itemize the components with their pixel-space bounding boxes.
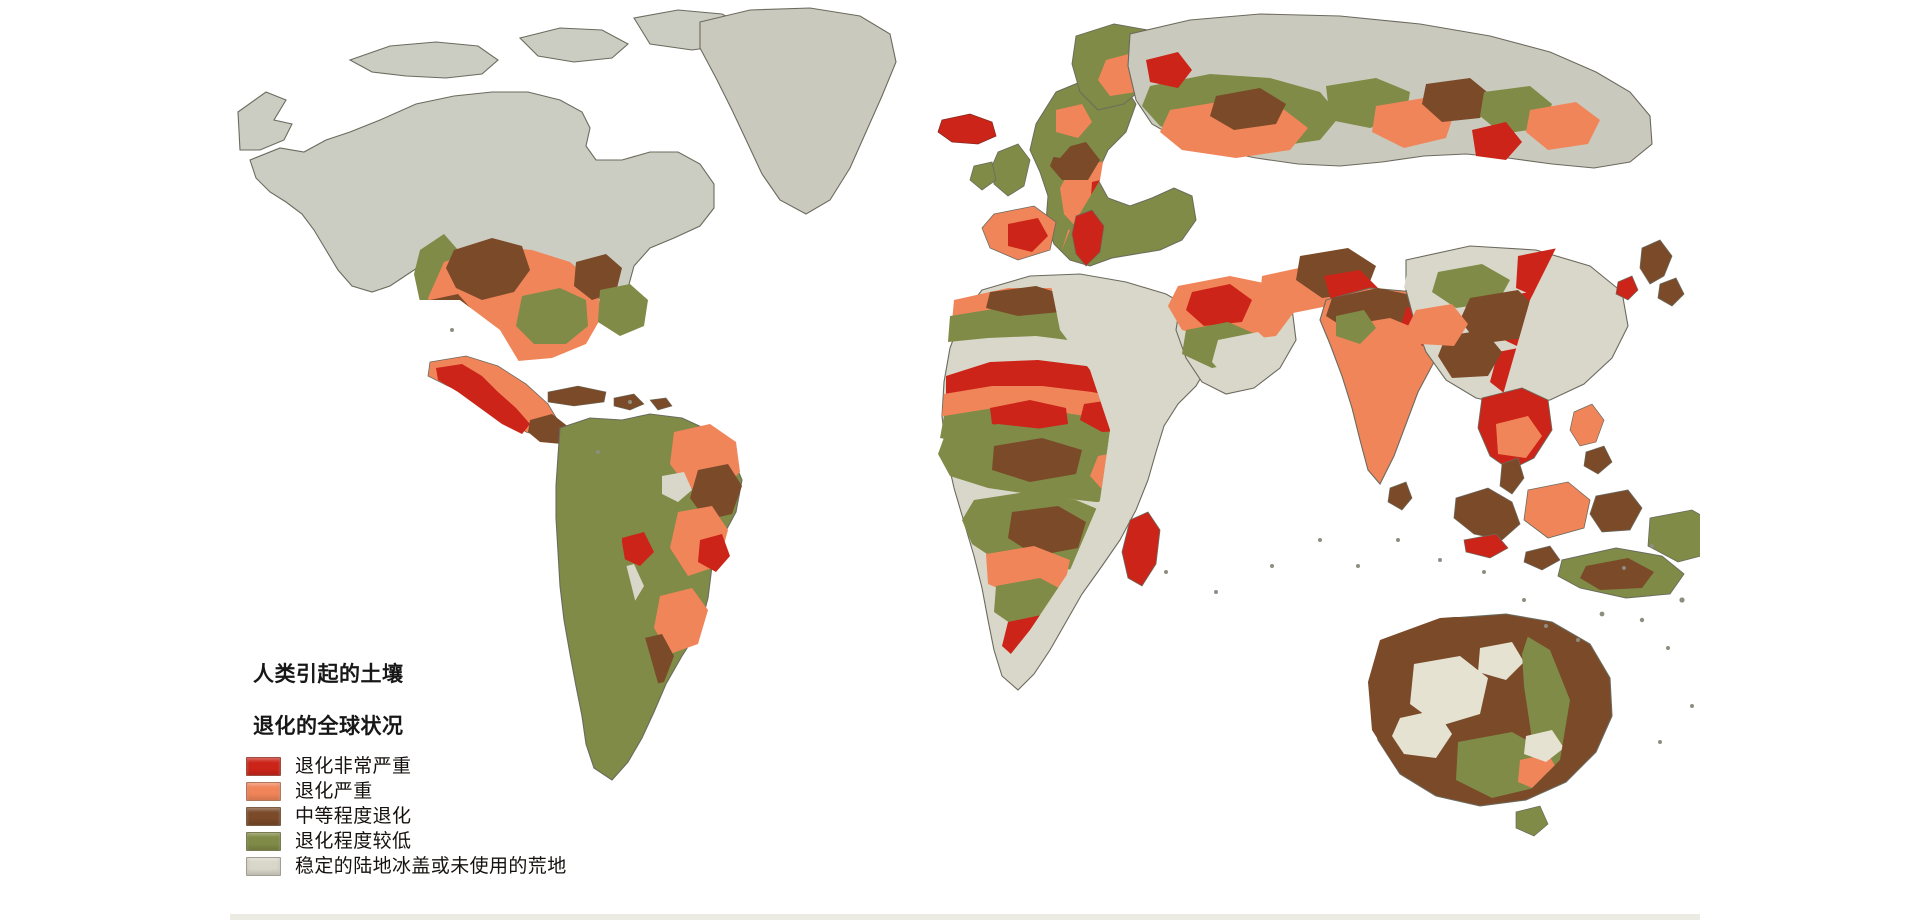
legend-item-moderate-degradation[interactable]: 中等程度退化 xyxy=(196,804,616,829)
legend-swatch-severe-degradation xyxy=(246,782,281,801)
legend-label-moderate-degradation: 中等程度退化 xyxy=(295,805,412,827)
legend-swatch-very-severe-degradation xyxy=(246,757,281,776)
legend-label-low-degradation: 退化程度较低 xyxy=(295,830,412,852)
region-south-america xyxy=(555,413,743,781)
region-east-asia xyxy=(1404,239,1685,495)
legend-title-line-1: 人类引起的土壤 xyxy=(253,663,404,686)
legend-item-very-severe-degradation[interactable]: 退化非常严重 xyxy=(196,754,616,779)
legend-label-severe-degradation: 退化严重 xyxy=(295,780,373,802)
landmass-north-america xyxy=(237,9,751,301)
legend-swatch-moderate-degradation xyxy=(246,807,281,826)
region-russia-siberia xyxy=(1127,13,1653,169)
landmass-greenland xyxy=(699,7,897,215)
legend-swatch-low-degradation xyxy=(246,832,281,851)
region-africa xyxy=(938,273,1211,691)
legend-swatch-stable-or-unused-land xyxy=(246,857,281,876)
world-map-svg xyxy=(230,0,1700,920)
legend-label-stable-or-unused-land: 稳定的陆地冰盖或未使用的荒地 xyxy=(295,855,567,877)
region-greenland xyxy=(699,7,897,215)
region-indonesia xyxy=(1453,481,1700,571)
legend-title: 人类引起的土壤 退化的全球状况 xyxy=(253,636,616,740)
map-legend: 人类引起的土壤 退化的全球状况 退化非常严重 退化严重 中等程度退化 退化程度较… xyxy=(196,636,616,879)
legend-item-low-degradation[interactable]: 退化程度较低 xyxy=(196,829,616,854)
legend-label-very-severe-degradation: 退化非常严重 xyxy=(295,755,412,777)
legend-title-line-2: 退化的全球状况 xyxy=(253,715,404,738)
legend-item-severe-degradation[interactable]: 退化严重 xyxy=(196,779,616,804)
world-map xyxy=(230,0,1700,920)
pacific-islands xyxy=(450,328,1694,744)
landmass-iceland xyxy=(937,113,997,145)
landmass-madagascar xyxy=(1121,511,1161,587)
legend-item-stable-or-unused-land[interactable]: 稳定的陆地冰盖或未使用的荒地 xyxy=(196,854,616,879)
landmass-antarctic-edge xyxy=(230,914,1700,920)
region-australia xyxy=(1368,547,1685,837)
